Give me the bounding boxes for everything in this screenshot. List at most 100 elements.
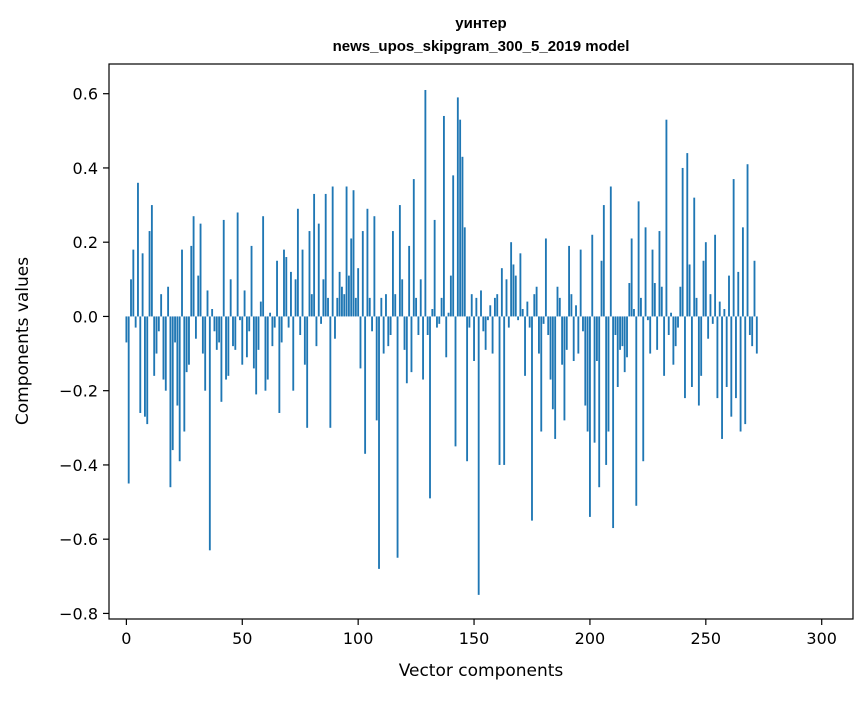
bar-184 — [551, 316, 554, 410]
bar-191 — [568, 245, 570, 317]
bar-193 — [572, 316, 575, 361]
bar-66 — [278, 316, 281, 413]
bar-85 — [322, 279, 325, 317]
bar-63 — [271, 316, 274, 347]
bar-58 — [259, 301, 262, 317]
bar-101 — [359, 316, 362, 369]
bar-41 — [220, 316, 223, 402]
bar-118 — [398, 205, 401, 317]
bar-210 — [612, 316, 615, 529]
bar-130 — [426, 316, 429, 335]
bar-249 — [702, 260, 705, 317]
bar-226 — [649, 316, 652, 354]
bar-229 — [656, 316, 659, 350]
bar-192 — [570, 294, 573, 317]
bar-103 — [364, 316, 367, 454]
bar-216 — [626, 316, 628, 358]
bar-176 — [533, 294, 536, 317]
bar-172 — [524, 316, 526, 376]
bar-8 — [144, 316, 146, 417]
bar-88 — [329, 316, 332, 428]
bar-40 — [218, 316, 221, 343]
bar-11 — [150, 205, 153, 317]
bar-173 — [526, 301, 529, 317]
bar-159 — [493, 297, 496, 317]
bar-95 — [345, 186, 348, 317]
bar-155 — [484, 316, 487, 350]
bar-231 — [660, 286, 663, 317]
bar-213 — [619, 316, 621, 350]
bar-139 — [447, 312, 450, 317]
bar-125 — [415, 297, 418, 317]
bar-51 — [243, 290, 246, 317]
bar-262 — [732, 179, 735, 317]
bar-50 — [241, 316, 244, 365]
bar-138 — [445, 316, 448, 358]
x-axis-label: Vector components — [399, 661, 564, 681]
bar-239 — [679, 286, 682, 317]
bar-194 — [575, 305, 577, 317]
bar-129 — [424, 89, 427, 317]
bar-29 — [192, 216, 195, 317]
bar-195 — [577, 316, 580, 354]
bar-181 — [544, 238, 547, 317]
bar-113 — [387, 316, 390, 347]
bar-156 — [487, 316, 489, 321]
bar-267 — [744, 316, 747, 425]
bar-204 — [598, 316, 601, 488]
bar-270 — [751, 316, 754, 347]
bar-230 — [658, 231, 661, 317]
bar-13 — [155, 316, 158, 354]
bar-10 — [148, 231, 151, 317]
bar-78 — [306, 316, 309, 428]
bar-98 — [352, 190, 355, 317]
bar-25 — [183, 316, 186, 432]
bar-254 — [714, 234, 717, 317]
bar-53 — [248, 316, 251, 332]
bar-57 — [257, 316, 260, 350]
bar-189 — [563, 316, 566, 421]
bar-89 — [331, 186, 334, 317]
bar-237 — [674, 316, 677, 347]
bar-174 — [528, 316, 531, 328]
bar-222 — [640, 297, 642, 317]
bar-170 — [519, 253, 522, 317]
bar-0 — [125, 316, 128, 343]
bar-142 — [454, 316, 457, 447]
bar-127 — [419, 279, 422, 317]
x-tick-label-100: 100 — [343, 629, 374, 648]
chart-title-line-1: уинтер — [455, 15, 506, 32]
bar-90 — [334, 316, 336, 339]
bar-148 — [468, 316, 471, 328]
bar-48 — [236, 212, 239, 317]
bar-167 — [512, 264, 515, 317]
bar-72 — [292, 316, 295, 391]
bar-146 — [463, 227, 466, 317]
bar-255 — [716, 316, 719, 399]
bar-246 — [695, 297, 698, 317]
bar-271 — [753, 260, 756, 317]
bar-100 — [357, 268, 360, 317]
bar-115 — [392, 231, 394, 317]
bar-111 — [382, 316, 385, 354]
x-axis-ticks: 0 50 100 150 200 250 300 — [121, 619, 837, 648]
bar-45 — [229, 279, 232, 317]
bar-59 — [262, 216, 265, 317]
bar-21 — [174, 316, 176, 343]
bar-261 — [730, 316, 733, 417]
bar-232 — [663, 316, 666, 376]
bar-219 — [633, 309, 635, 317]
bar-207 — [605, 316, 608, 465]
bar-245 — [693, 197, 696, 317]
bar-102 — [361, 231, 364, 317]
x-tick-label-300: 300 — [806, 629, 837, 648]
bar-24 — [181, 249, 183, 317]
bar-161 — [498, 316, 501, 465]
bar-65 — [276, 260, 278, 317]
bar-162 — [500, 268, 503, 317]
bar-35 — [206, 290, 209, 317]
chart-title-line-2: news_upos_skipgram_300_5_2019 model — [333, 38, 630, 55]
bar-143 — [456, 97, 459, 317]
plot-frame — [108, 63, 854, 620]
bar-27 — [188, 316, 190, 365]
